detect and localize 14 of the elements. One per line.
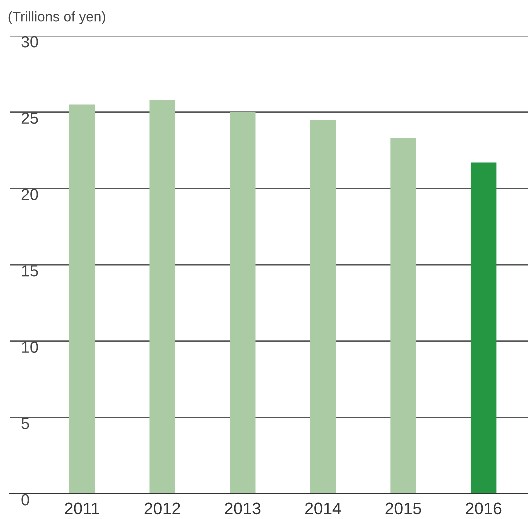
y-tick-label: 0: [22, 494, 30, 506]
y-tick-label: 25: [22, 112, 38, 124]
y-tick-label: 20: [22, 189, 38, 200]
y-axis-title: (Trillions of yen): [8, 12, 106, 24]
x-tick-label: 2016: [466, 502, 502, 515]
x-tick-label: 2015: [386, 502, 422, 515]
x-tick-label: 2013: [225, 502, 261, 515]
x-tick-label: 2011: [65, 502, 100, 515]
y-tick-label: 5: [22, 418, 30, 430]
x-tick-label: 2012: [144, 502, 180, 515]
x-tick-label: 2014: [306, 502, 342, 515]
y-tick-label: 30: [22, 36, 38, 48]
y-tick-label: 15: [22, 266, 38, 277]
y-tick-label: 10: [22, 342, 38, 354]
